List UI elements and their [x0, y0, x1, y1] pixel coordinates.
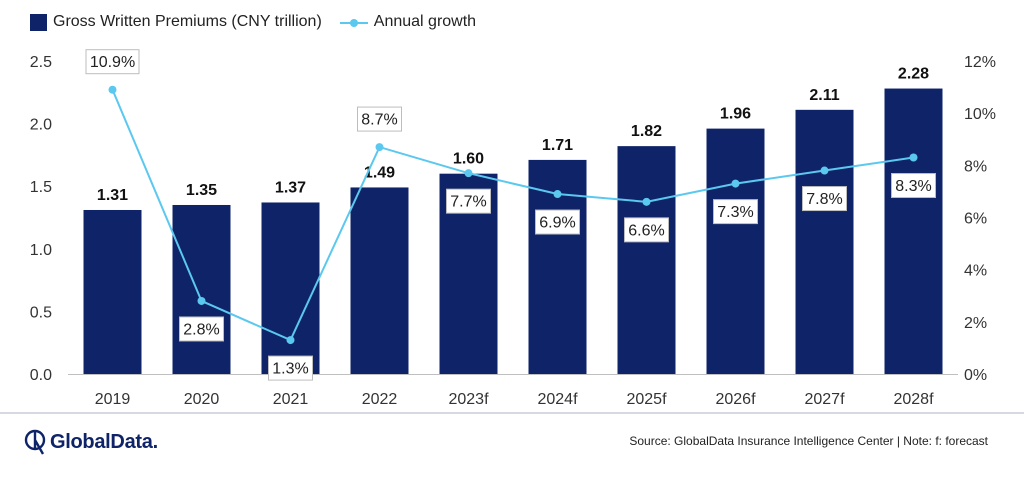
x-tick-label: 2020 [184, 391, 220, 408]
bar [706, 128, 765, 374]
bar-value-label: 1.82 [631, 123, 662, 140]
growth-label-box [802, 186, 847, 212]
bar-value-label: 1.71 [542, 137, 573, 154]
bar-value-label: 1.60 [453, 151, 484, 168]
growth-label-box [357, 106, 402, 132]
growth-label-box [535, 209, 580, 235]
footer-divider [0, 412, 1024, 414]
growth-value-label: 6.9% [539, 215, 575, 232]
x-tick-label: 2024f [537, 391, 578, 408]
growth-line [111, 89, 914, 342]
growth-label-box [179, 316, 224, 342]
growth-point [642, 197, 651, 206]
legend-line-label: Annual growth [373, 13, 477, 30]
globaldata-logo-icon [24, 429, 46, 455]
growth-value-label: 7.7% [450, 194, 486, 211]
growth-point [553, 190, 562, 199]
x-tick-label: 2023f [448, 391, 489, 408]
x-tick-label: 2026f [715, 391, 756, 408]
brand-logo: GlobalData. [24, 428, 158, 456]
legend-line-swatch [339, 14, 368, 31]
growth-value-label: 8.7% [361, 112, 397, 129]
source-note: Source: GlobalData Insurance Intelligenc… [629, 434, 988, 448]
bar [350, 187, 409, 374]
y-tick-label: 2.0 [30, 117, 52, 134]
bar [261, 202, 320, 374]
growth-label-box [85, 49, 140, 75]
bar-value-label: 1.96 [720, 106, 751, 123]
y2-tick-label: 0% [964, 367, 987, 384]
chart-legend: Gross Written Premiums (CNY trillion) An… [30, 13, 476, 31]
growth-value-label: 2.8% [183, 321, 219, 338]
bar-value-label: 2.28 [898, 66, 929, 83]
bar [795, 109, 854, 374]
y2-tick-label: 8% [964, 158, 987, 175]
growth-label-box [713, 199, 758, 225]
growth-point [909, 153, 918, 162]
growth-point [731, 179, 740, 188]
growth-value-label: 7.3% [717, 204, 753, 221]
y-tick-label: 1.0 [30, 242, 52, 259]
bar [83, 209, 142, 374]
x-tick-label: 2027f [804, 391, 845, 408]
growth-value-label: 1.3% [272, 361, 308, 378]
growth-label-box [891, 173, 936, 199]
y2-tick-label: 12% [964, 54, 996, 71]
x-tick-label: 2021 [273, 391, 309, 408]
bar [617, 146, 676, 374]
y2-tick-label: 4% [964, 263, 987, 280]
growth-point [375, 143, 384, 152]
y2-tick-label: 6% [964, 211, 987, 228]
bar-value-label: 1.31 [97, 187, 128, 204]
legend-bar-swatch [30, 13, 47, 31]
growth-value-label: 7.8% [806, 191, 842, 208]
x-tick-label: 2022 [362, 391, 398, 408]
combo-chart: 0.0 0.5 1.0 1.5 2.0 2.5 0% 2% 4% 6% 8% 10% 12% 2019 20… [30, 49, 996, 408]
bar-value-label: 1.49 [364, 164, 395, 181]
growth-point [108, 85, 117, 94]
x-tick-label: 2025f [626, 391, 667, 408]
growth-point [286, 336, 295, 345]
legend-bar-label: Gross Written Premiums (CNY trillion) [53, 13, 322, 30]
y-tick-label: 0.0 [30, 367, 52, 384]
growth-point [464, 169, 473, 178]
growth-value-label: 6.6% [628, 222, 664, 239]
y2-tick-label: 2% [964, 315, 987, 332]
bar-value-label: 2.11 [809, 87, 839, 104]
y-tick-label: 2.5 [30, 54, 52, 71]
bar [884, 88, 943, 374]
growth-label-box [446, 188, 491, 214]
growth-label-box [624, 217, 669, 243]
y-tick-label: 1.5 [30, 179, 52, 196]
y2-tick-label: 10% [964, 106, 996, 123]
growth-point [197, 296, 206, 305]
bar [172, 204, 231, 374]
bar-value-label: 1.35 [186, 182, 217, 199]
x-tick-label: 2019 [95, 391, 131, 408]
y-tick-label: 0.5 [30, 304, 52, 321]
growth-label-box [268, 355, 313, 381]
growth-point [820, 166, 829, 175]
growth-value-label: 8.3% [895, 178, 931, 195]
bar-value-label: 1.37 [275, 179, 306, 196]
growth-value-label: 10.9% [90, 54, 135, 71]
x-tick-label: 2028f [893, 391, 934, 408]
brand-name: GlobalData. [50, 430, 158, 453]
